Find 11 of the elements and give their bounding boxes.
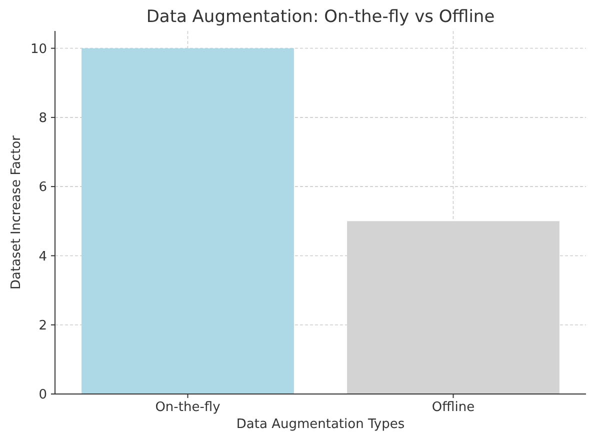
x-tick-label: Offline	[432, 400, 475, 415]
y-tick-label: 8	[38, 110, 47, 126]
y-tick-label: 4	[38, 249, 47, 264]
x-axis-title: Data Augmentation Types	[236, 417, 405, 432]
y-tick-label: 2	[38, 318, 47, 334]
x-tick-label: On-the-fly	[155, 400, 221, 415]
y-tick-label: 6	[38, 180, 47, 196]
chart-title: Data Augmentation: On-the-fly vs Offline	[146, 7, 495, 27]
y-tick-label: 0	[38, 388, 47, 403]
y-axis-title: Dataset Increase Factor	[9, 134, 24, 290]
y-tick-label: 10	[30, 42, 47, 57]
